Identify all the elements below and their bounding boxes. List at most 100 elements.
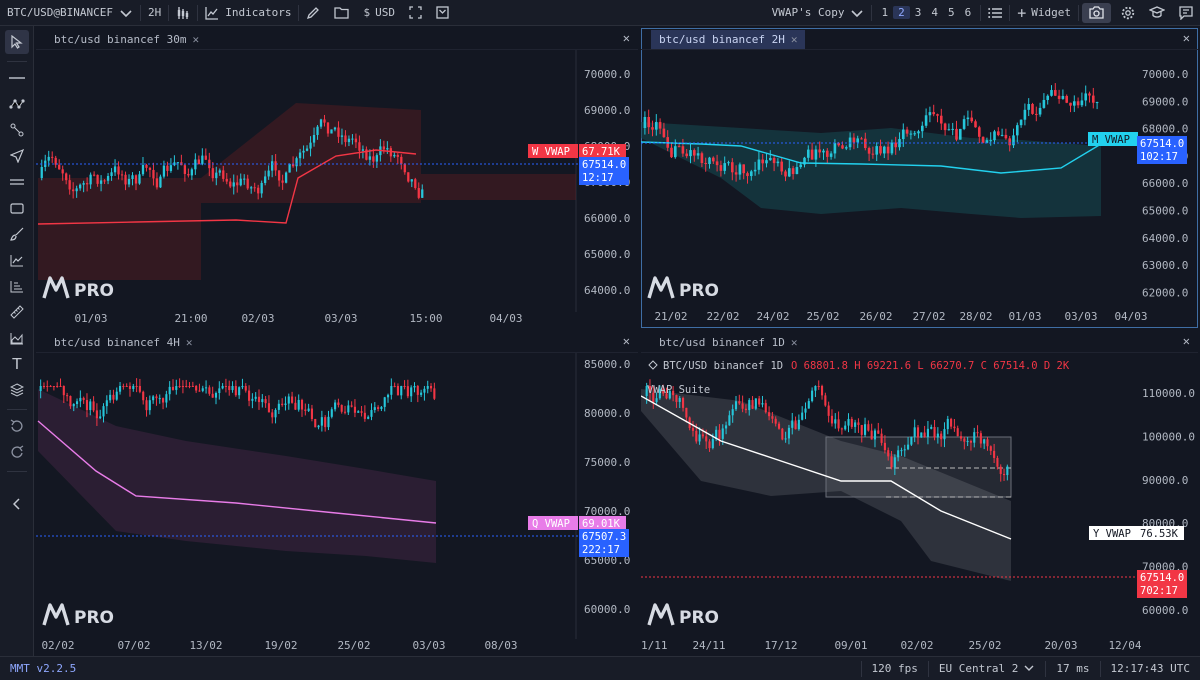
time-axis-label: 21:00 <box>174 312 207 325</box>
chart-panel-2h[interactable]: btc/usd binancef 2H ✕ ✕ 70000.0 69000.0 680… <box>641 28 1198 328</box>
settings-button[interactable] <box>1114 0 1142 26</box>
horizontal-line-tool[interactable] <box>5 66 29 90</box>
education-button[interactable] <box>1142 0 1172 26</box>
close-panel-icon[interactable]: ✕ <box>1182 31 1190 45</box>
cursor-tool[interactable] <box>5 30 29 54</box>
fullscreen-button[interactable] <box>402 0 429 26</box>
ruler-tool[interactable] <box>5 300 29 324</box>
candle <box>333 127 337 130</box>
candle <box>222 170 225 179</box>
layout-tab[interactable]: 5 <box>947 6 955 19</box>
candle <box>102 406 105 417</box>
close-icon[interactable]: ✕ <box>790 33 798 46</box>
brush-tool[interactable] <box>5 222 29 246</box>
parallel-lines-tool[interactable] <box>5 170 29 194</box>
close-icon[interactable]: ✕ <box>790 336 798 349</box>
region-selector[interactable]: EU Central 2 <box>929 662 1045 675</box>
candle <box>1065 95 1068 103</box>
folder-button[interactable] <box>327 0 356 26</box>
chart-tab[interactable]: btc/usd binancef 4H ✕ <box>46 333 200 352</box>
screenshot-button[interactable] <box>1082 2 1111 23</box>
candle <box>826 150 829 157</box>
indicators-button[interactable]: Indicators <box>198 0 298 26</box>
candle <box>421 189 424 198</box>
collapse-toolbar-button[interactable] <box>5 492 29 516</box>
path-tool[interactable] <box>5 118 29 142</box>
candle <box>61 169 64 174</box>
layout-tab[interactable]: 4 <box>931 6 938 19</box>
candle <box>324 417 327 428</box>
candle <box>110 172 113 176</box>
arrow-tool[interactable] <box>5 144 29 168</box>
candle <box>727 162 730 164</box>
rectangle-tool[interactable] <box>5 196 29 220</box>
candle <box>887 450 890 457</box>
close-icon[interactable]: ✕ <box>192 33 200 46</box>
candle <box>852 137 856 143</box>
candle <box>788 168 791 177</box>
chart-canvas[interactable]: 70000.069000.068000.067000.066000.065000… <box>36 28 638 328</box>
chart-panel-1d[interactable]: btc/usd binancef 1D ✕ ✕ 110000.0 100000.0 9… <box>641 331 1198 655</box>
close-icon[interactable]: ✕ <box>185 336 193 349</box>
layout-tab[interactable]: 1 <box>881 6 889 19</box>
chart-canvas[interactable]: 70000.069000.068000.067000.066000.065000… <box>641 28 1198 328</box>
candle <box>360 411 363 413</box>
text-tool[interactable]: T <box>5 352 29 376</box>
chat-button[interactable] <box>1172 0 1200 26</box>
chart-canvas[interactable]: 85000.0 80000.0 75000.0 70000.0 65000.0 60000… <box>36 331 638 655</box>
close-panel-icon[interactable]: ✕ <box>1182 334 1190 348</box>
chart-tab-label: btc/usd binancef 2H <box>659 33 785 46</box>
vwap-tag-label: M VWAP <box>1092 134 1130 146</box>
candle <box>898 139 901 148</box>
candle <box>334 402 337 410</box>
layout-tab[interactable]: 2 <box>893 6 910 19</box>
candle <box>271 161 274 171</box>
chart-canvas[interactable]: 110000.0100000.090000.080000.070000.0600… <box>641 331 1198 655</box>
chart-panel-30m[interactable]: btc/usd binancef 30m ✕ ✕ 70000.069000.068… <box>36 28 638 328</box>
candle <box>708 157 711 165</box>
time-axis-label: 25/02 <box>968 639 1001 652</box>
chart-type-button[interactable] <box>169 0 197 26</box>
candle <box>113 166 117 173</box>
nodes-tool[interactable] <box>5 92 29 116</box>
add-widget-button[interactable]: + Widget <box>1010 0 1078 26</box>
candle <box>698 434 701 442</box>
candle <box>365 149 368 160</box>
chart-tab[interactable]: btc/usd binancef 2H ✕ <box>651 30 806 49</box>
draw-button[interactable] <box>299 0 327 26</box>
candle <box>307 408 310 411</box>
undo-button[interactable] <box>5 414 29 438</box>
candle <box>933 426 936 438</box>
currency-button[interactable]: $ USD <box>356 0 402 26</box>
candle <box>981 136 985 143</box>
close-panel-icon[interactable]: ✕ <box>622 31 630 45</box>
area-chart-tool[interactable] <box>5 326 29 350</box>
layout-tab[interactable]: 6 <box>964 6 972 19</box>
candle <box>1012 135 1015 146</box>
chart-tab[interactable]: btc/usd binancef 1D ✕ <box>651 333 805 352</box>
candle <box>66 395 69 397</box>
layout-tab[interactable]: 3 <box>914 6 922 19</box>
price-axis-label: 66000.0 <box>584 212 630 225</box>
chart-panel-4h[interactable]: btc/usd binancef 4H ✕ ✕ 85000.0 80000.0 750… <box>36 331 638 655</box>
symbol-selector[interactable]: BTC/USD@BINANCEF <box>0 0 140 26</box>
bars-tool[interactable] <box>5 274 29 298</box>
interval-selector[interactable]: 2H <box>141 0 168 26</box>
layers-tool[interactable] <box>5 378 29 402</box>
redo-button[interactable] <box>5 440 29 464</box>
close-panel-icon[interactable]: ✕ <box>622 334 630 348</box>
candle <box>764 403 767 413</box>
line-chart-tool[interactable] <box>5 248 29 272</box>
save-button[interactable] <box>429 0 456 26</box>
candle <box>1054 90 1057 96</box>
list-button[interactable] <box>981 0 1009 26</box>
time-axis-label: 24/11 <box>692 639 725 652</box>
candle <box>850 418 853 427</box>
status-bar: MMT v2.2.5 120 fps EU Central 2 17 ms 12… <box>0 656 1200 680</box>
candle <box>287 396 290 404</box>
chart-tab[interactable]: btc/usd binancef 30m ✕ <box>46 30 207 49</box>
mmt-logo-icon <box>42 276 70 299</box>
plus-icon: + <box>1017 3 1027 22</box>
layout-selector[interactable]: VWAP's Copy <box>765 0 872 26</box>
candle <box>979 433 982 444</box>
